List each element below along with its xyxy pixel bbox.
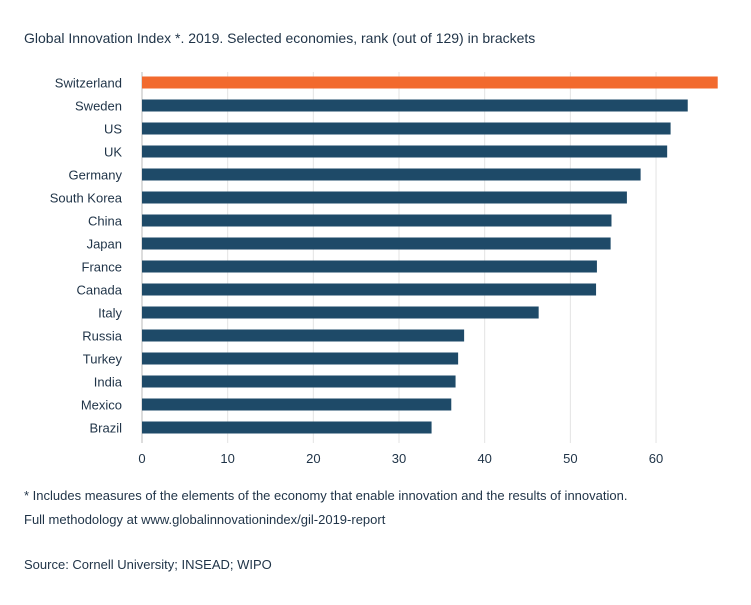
- x-tick-label: 20: [306, 451, 320, 466]
- category-label: Sweden: [75, 99, 122, 114]
- bar-chart: Switzerland Sweden US UK Germany South Korea C…: [50, 72, 718, 466]
- x-tick-label: 0: [138, 451, 145, 466]
- bar-switzerland: [142, 76, 718, 89]
- category-label: India: [94, 375, 123, 390]
- category-label: Japan: [87, 237, 122, 252]
- bar-russia: [142, 329, 465, 342]
- bar-china: [142, 214, 612, 227]
- bar-canada: [142, 283, 597, 296]
- bar-brazil: [142, 421, 432, 434]
- category-label: Canada: [76, 283, 122, 298]
- bar-us: [142, 122, 671, 135]
- category-label: Turkey: [83, 352, 123, 367]
- bar-uk: [142, 145, 668, 158]
- category-label: China: [88, 214, 123, 229]
- x-axis-ticks: 0 10 20 30 40 50 60: [138, 451, 663, 466]
- chart-title: Global Innovation Index *. 2019. Selecte…: [24, 30, 536, 46]
- category-label: Switzerland: [55, 76, 122, 91]
- category-label: US: [104, 122, 122, 137]
- category-label: Brazil: [89, 421, 122, 436]
- x-tick-label: 60: [649, 451, 663, 466]
- category-label: France: [82, 260, 122, 275]
- x-tick-label: 30: [392, 451, 406, 466]
- bar-turkey: [142, 352, 459, 365]
- x-tick-label: 40: [477, 451, 491, 466]
- bar-germany: [142, 168, 641, 181]
- category-label: Mexico: [81, 398, 122, 413]
- bar-italy: [142, 306, 539, 319]
- bar-france: [142, 260, 597, 273]
- x-tick-label: 10: [220, 451, 234, 466]
- category-label: Russia: [82, 329, 123, 344]
- footnote-methodology: Full methodology at www.globalinnovation…: [24, 512, 386, 527]
- category-label: Italy: [98, 306, 122, 321]
- y-axis-labels: Switzerland Sweden US UK Germany South Korea C…: [50, 76, 123, 436]
- bar-south-korea: [142, 191, 627, 204]
- footnote-definition: * Includes measures of the elements of t…: [24, 488, 628, 503]
- source-note: Source: Cornell University; INSEAD; WIPO: [24, 557, 272, 572]
- category-label: South Korea: [50, 191, 123, 206]
- category-label: Germany: [69, 168, 123, 183]
- bar-india: [142, 375, 456, 388]
- bar-mexico: [142, 398, 452, 411]
- x-tick-label: 50: [563, 451, 577, 466]
- bars: [142, 76, 718, 434]
- category-label: UK: [104, 145, 122, 160]
- bar-sweden: [142, 99, 688, 112]
- bar-japan: [142, 237, 611, 250]
